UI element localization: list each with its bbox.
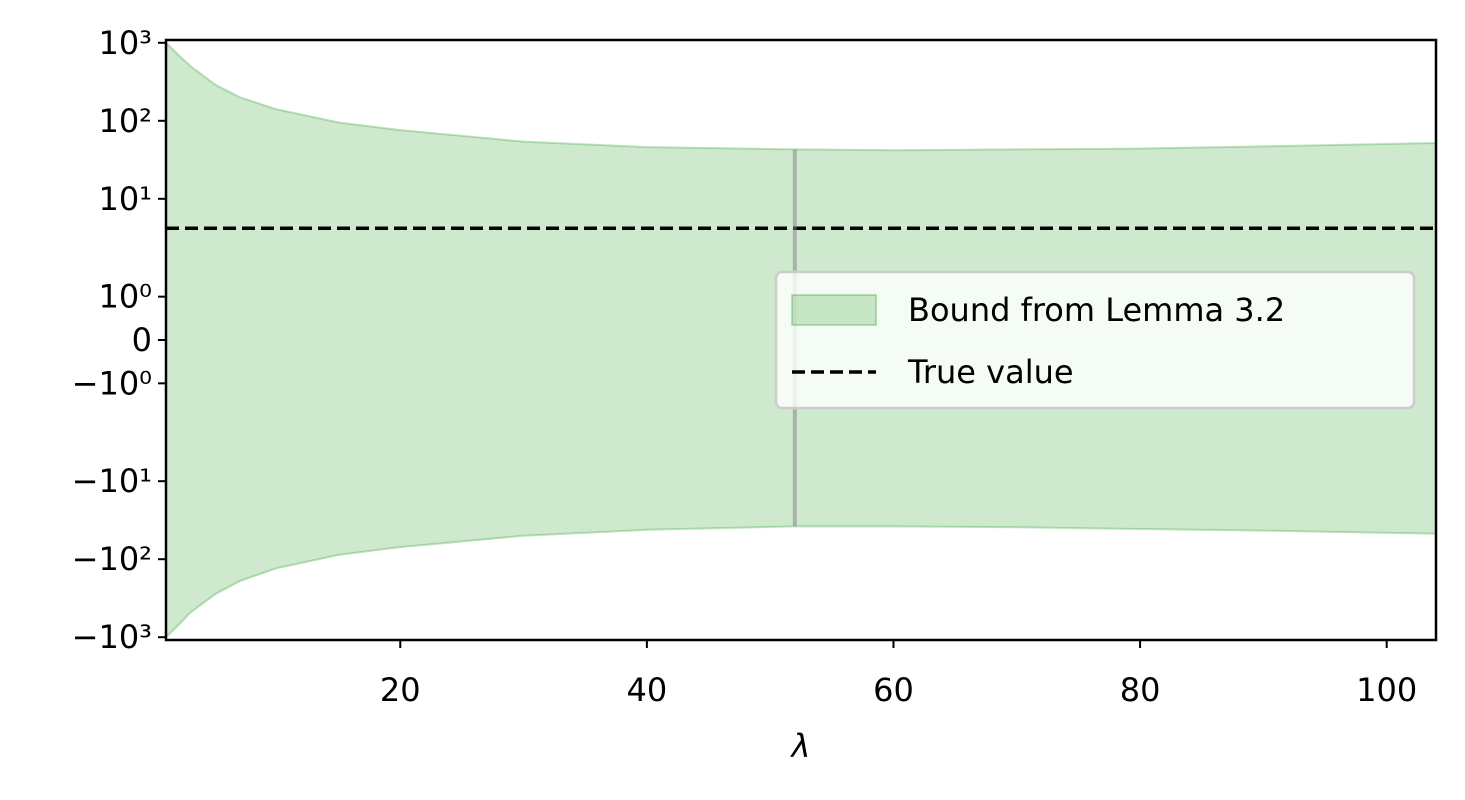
y-tick-label: 10³ [98, 24, 152, 62]
x-tick-label: 40 [627, 671, 668, 709]
legend-swatch [791, 294, 877, 326]
legend-box [774, 270, 1416, 410]
band-lower-edge [165, 525, 1437, 638]
legend: Bound from Lemma 3.2 True value [774, 270, 1416, 410]
x-axis-label: λ [790, 727, 811, 765]
y-tick-label: 10² [98, 102, 152, 140]
y-tick-label: −10⁰ [72, 364, 152, 402]
y-tick-label: 0 [132, 321, 152, 359]
x-tick-label: 60 [873, 671, 914, 709]
y-tick-label: −10¹ [72, 462, 152, 500]
x-tick-label: 80 [1120, 671, 1161, 709]
x-tick-label: 100 [1356, 671, 1417, 709]
legend-label: Bound from Lemma 3.2 [908, 291, 1285, 329]
legend-label: True value [907, 353, 1074, 391]
band-upper-edge [165, 42, 1437, 152]
y-tick-label: 10⁰ [98, 278, 152, 316]
y-tick-label: −10³ [72, 618, 152, 656]
y-tick-label: −10² [72, 540, 152, 578]
x-tick-label: 20 [380, 671, 421, 709]
y-tick-label: 10¹ [98, 180, 152, 218]
